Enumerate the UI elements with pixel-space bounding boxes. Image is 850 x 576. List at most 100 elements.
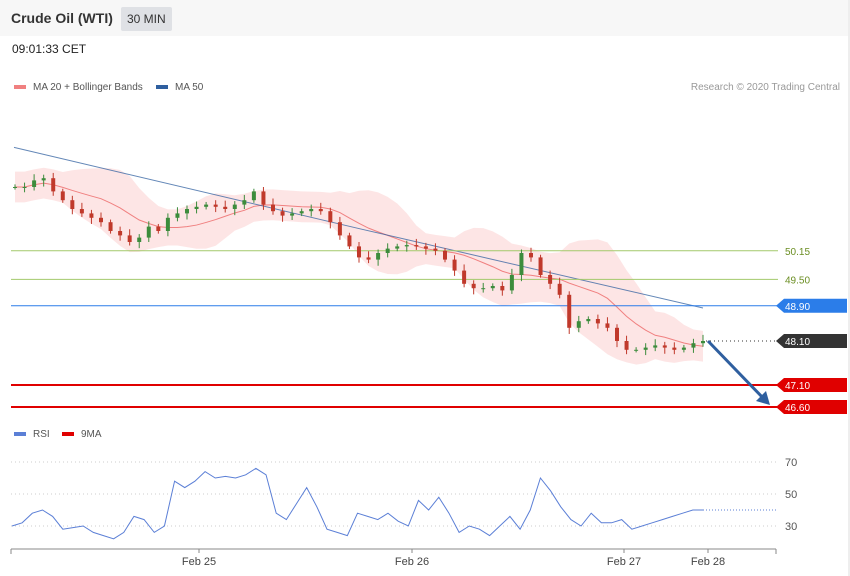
candle-body	[605, 323, 610, 328]
last-price-label: 48.10	[785, 337, 810, 348]
legend-label-ma50: MA 50	[175, 82, 204, 93]
last-price-tag	[776, 334, 847, 348]
candle-body	[70, 200, 75, 209]
candle-body	[567, 294, 572, 328]
candle-body	[242, 200, 247, 205]
candle-body	[481, 288, 486, 290]
candle-body	[452, 259, 457, 271]
rsi-level-label-50: 50	[785, 489, 797, 501]
level-label-49.50: 49.50	[785, 275, 810, 286]
candle-body	[672, 347, 677, 350]
candle-body	[509, 275, 514, 291]
candle-body	[232, 204, 237, 209]
x-tick-label-feb-25: Feb 25	[182, 556, 216, 568]
candle-body	[357, 246, 361, 258]
candle-body	[118, 231, 123, 236]
rsi-path	[11, 467, 703, 540]
candle-body	[127, 235, 132, 242]
candle-body	[156, 226, 161, 231]
candle-body	[634, 349, 639, 351]
candle-body	[395, 246, 400, 249]
candle-body	[662, 345, 667, 348]
candle-body	[615, 327, 619, 341]
level-label-47.10: 47.10	[785, 381, 810, 392]
legend-swatch-ma20	[14, 85, 26, 89]
candle-body	[13, 187, 17, 188]
x-axis: Feb 25 Feb 26 Feb 27 Feb 28	[10, 548, 777, 568]
candle-body	[165, 217, 170, 231]
candle-body	[60, 191, 65, 201]
x-tick-label-feb-27: Feb 27	[607, 556, 641, 568]
rsi-level-label-30: 30	[785, 521, 797, 533]
rsi-line	[11, 467, 776, 540]
legend-label-rsi: RSI	[33, 429, 50, 440]
candle-body	[299, 211, 304, 214]
price-levels: 50.15 49.50 48.90 47.10 46.60 48.10	[11, 247, 847, 414]
candle-body	[51, 178, 56, 192]
candle-body	[500, 286, 505, 291]
ma20-line	[15, 182, 704, 347]
candle-body	[490, 286, 495, 289]
candle-body	[347, 235, 352, 247]
frame-border	[848, 0, 850, 576]
level-tag-46.60	[776, 400, 847, 414]
level-tag-47.10	[776, 378, 847, 392]
candle-body	[376, 253, 381, 260]
candles	[13, 172, 705, 356]
candle-body	[175, 213, 180, 218]
legend-swatch-rsi	[14, 432, 26, 436]
bollinger-bands	[15, 167, 703, 365]
candle-body	[99, 217, 103, 223]
ma20-path	[15, 182, 704, 347]
candle-body	[137, 237, 142, 242]
candle-body	[576, 321, 581, 328]
candle-body	[681, 347, 686, 350]
level-label-48.90: 48.90	[785, 302, 810, 313]
candle-body	[385, 248, 390, 253]
candle-body	[194, 206, 199, 209]
legend-swatch-9ma	[62, 432, 74, 436]
legend-swatch-ma50	[156, 85, 168, 89]
candle-body	[414, 245, 419, 247]
candle-body	[595, 319, 600, 324]
candle-body	[643, 347, 648, 350]
candle-body	[548, 275, 553, 284]
candle-body	[443, 250, 447, 260]
chart-header: Crude Oil (WTI) 30 MIN	[0, 0, 850, 36]
x-tick-label-feb-28: Feb 28	[691, 556, 725, 568]
candle-body	[404, 245, 409, 247]
candle-body	[79, 209, 84, 214]
forecast-arrow-shaft	[706, 339, 766, 401]
candle-body	[328, 211, 333, 223]
forecast-arrow-head	[756, 391, 770, 405]
candle-body	[213, 204, 218, 207]
candle-body	[41, 178, 46, 181]
candle-body	[261, 191, 266, 205]
candle-body	[337, 222, 342, 236]
candle-body	[280, 211, 285, 216]
candle-body	[653, 345, 658, 348]
forecast-arrow	[706, 339, 770, 405]
level-label-50.15: 50.15	[785, 247, 810, 258]
candle-body	[22, 187, 27, 188]
price-legend: MA 20 + Bollinger Bands MA 50	[14, 82, 204, 93]
candle-body	[309, 209, 314, 212]
candle-body	[433, 248, 438, 251]
candle-body	[108, 222, 113, 231]
candle-body	[471, 283, 476, 289]
legend-label-9ma: 9MA	[81, 429, 102, 440]
bollinger-band-area	[15, 167, 703, 365]
candle-body	[271, 204, 275, 212]
candle-body	[529, 253, 533, 258]
interval-button[interactable]: 30 MIN	[121, 7, 172, 31]
candle-body	[423, 246, 428, 249]
timestamp: 09:01:33 CET	[12, 42, 87, 56]
rsi-grid: 70 50 30	[11, 457, 797, 533]
candle-body	[691, 343, 696, 348]
candle-body	[251, 191, 256, 201]
level-label-46.60: 46.60	[785, 403, 810, 414]
credit-text: Research © 2020 Trading Central	[691, 82, 840, 93]
candle-body	[204, 204, 209, 207]
candle-body	[318, 209, 323, 212]
